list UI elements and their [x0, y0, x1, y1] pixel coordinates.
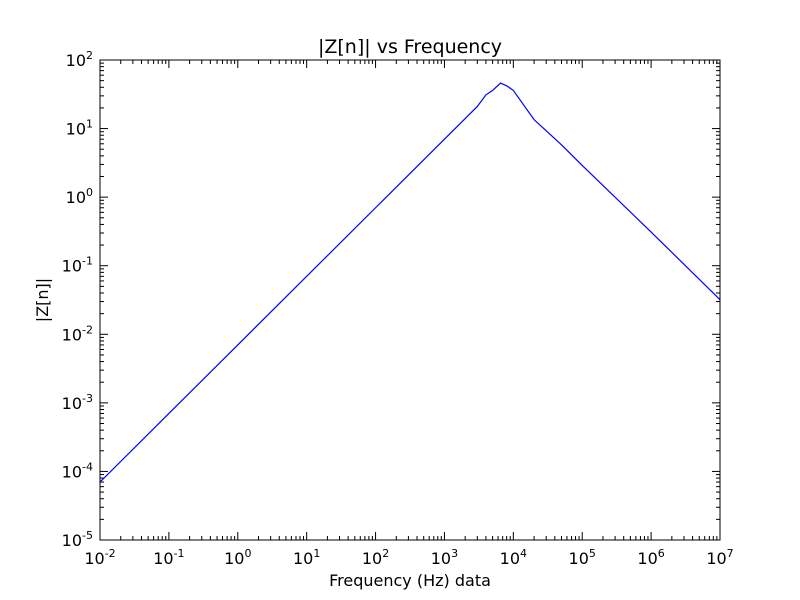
x-tick-label: 102 [362, 547, 389, 568]
plot-frame [99, 59, 721, 541]
y-tick-label: 102 [66, 49, 93, 70]
x-tick-label: 100 [224, 547, 251, 568]
x-tick-label-base: 10 [224, 549, 244, 568]
y-tick-label-exp: 1 [86, 118, 93, 131]
x-tick-label-base: 10 [293, 549, 313, 568]
x-tick-label-base: 10 [569, 549, 589, 568]
y-tick-label: 10-2 [62, 323, 93, 344]
x-tick-label: 10-1 [153, 547, 184, 568]
x-tick-label-exp: 2 [382, 547, 389, 560]
x-tick-label-base: 10 [153, 549, 173, 568]
x-tick-label-base: 10 [500, 549, 520, 568]
y-tick-label-exp: -2 [82, 323, 93, 336]
y-tick-label: 10-3 [62, 392, 93, 413]
x-tick-label-exp: -1 [174, 547, 185, 560]
x-axis-label: Frequency (Hz) data [329, 571, 491, 590]
y-tick-label-base: 10 [62, 394, 82, 413]
x-tick-label-exp: 1 [313, 547, 320, 560]
y-tick-label-base: 10 [62, 531, 82, 550]
series-line [99, 82, 721, 483]
x-tick-label-exp: 5 [589, 547, 596, 560]
x-tick-label-base: 10 [637, 549, 657, 568]
y-tick-label-exp: -1 [82, 255, 93, 268]
y-tick-label-base: 10 [66, 188, 86, 207]
x-tick-label: 103 [431, 547, 458, 568]
y-tick-label: 10-4 [62, 460, 93, 481]
x-tick-label: 106 [637, 547, 664, 568]
x-tick-label-base: 10 [431, 549, 451, 568]
x-tick-label: 107 [706, 547, 733, 568]
y-tick-label-base: 10 [62, 325, 82, 344]
x-tick-label: 101 [293, 547, 320, 568]
y-tick-label-base: 10 [66, 120, 86, 139]
y-tick-label-base: 10 [62, 462, 82, 481]
y-tick-label: 10-5 [62, 529, 93, 550]
y-axis-label: |Z[n]| [33, 278, 52, 322]
y-tick-label-exp: -3 [82, 392, 93, 405]
x-tick-label-exp: 7 [727, 547, 734, 560]
y-tick-label: 101 [66, 118, 93, 139]
x-tick-label: 10-2 [84, 547, 115, 568]
y-tick-label: 100 [66, 186, 93, 207]
plot-area: 10-2 10-1 100 101 102 103 104 105 106 10710-510-4… [62, 49, 734, 568]
chart-title: |Z[n]| vs Frequency [318, 36, 502, 58]
x-tick-label-exp: 3 [451, 547, 458, 560]
x-tick-label: 105 [569, 547, 596, 568]
y-tick-label-exp: -4 [82, 460, 93, 473]
y-tick-label-exp: -5 [82, 529, 93, 542]
y-tick-label-exp: 2 [86, 49, 93, 62]
x-tick-label: 104 [500, 547, 527, 568]
x-tick-label-exp: 6 [658, 547, 665, 560]
x-tick-label-exp: 4 [520, 547, 527, 560]
x-tick-label-base: 10 [84, 549, 104, 568]
x-tick-label-base: 10 [362, 549, 382, 568]
y-tick-label-base: 10 [66, 51, 86, 70]
x-tick-label-exp: 0 [244, 547, 251, 560]
x-tick-label-base: 10 [706, 549, 726, 568]
y-tick-label-base: 10 [62, 257, 82, 276]
y-tick-label: 10-1 [62, 255, 93, 276]
y-tick-label-exp: 0 [86, 186, 93, 199]
x-tick-label-exp: -2 [105, 547, 116, 560]
